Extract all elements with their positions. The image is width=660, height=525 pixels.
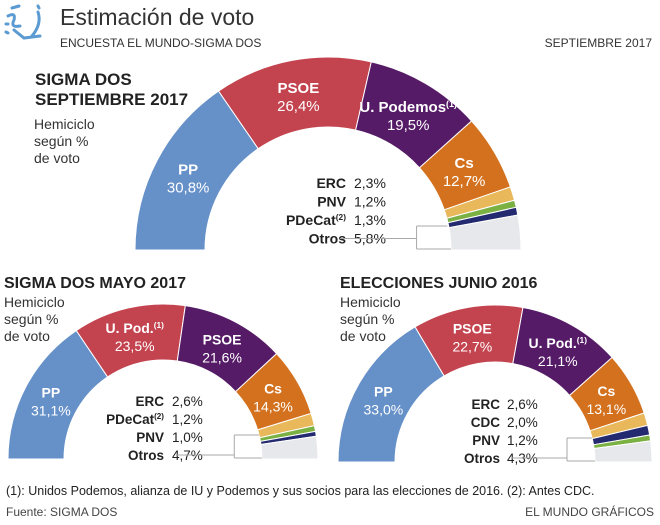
- chart-3-subtitle-line-3: de voto: [340, 328, 386, 344]
- chart-2-subtitle-line-3: de voto: [4, 328, 50, 344]
- legend-connector: [340, 225, 451, 250]
- page-date: SEPTIEMBRE 2017: [544, 36, 652, 50]
- page-title: Estimación de voto: [60, 4, 255, 30]
- slice-value-psoe: 22,7%: [452, 339, 492, 355]
- chart-1-subtitle: Hemiciclo según % de voto: [34, 116, 95, 167]
- slice-label-pp: PP: [178, 162, 198, 179]
- legend-label-erc: ERC: [135, 394, 164, 409]
- slice-value-psoe: 26,4%: [277, 98, 320, 115]
- legend-label-otros: Otros: [309, 231, 347, 247]
- legend-value-pnv: 1,2%: [354, 194, 386, 210]
- legend-label-erc: ERC: [471, 397, 500, 412]
- hemicycle-slice-otros: [593, 440, 653, 463]
- legend-label-pnv: PNV: [136, 430, 164, 445]
- legend-value-pnv: 1,0%: [172, 430, 203, 445]
- chart-1-subtitle-line-1: Hemiciclo: [34, 116, 95, 132]
- chart-1-title-line-2: SEPTIEMBRE 2017: [35, 90, 189, 109]
- slice-value-pp: 33,0%: [364, 401, 404, 417]
- source-credit: Fuente: SIGMA DOS: [6, 505, 118, 519]
- legend-label-pdecat: PDeCat(2): [106, 412, 164, 427]
- slice-label-psoe: PSOE: [453, 321, 492, 337]
- slice-value-pp: 31,1%: [31, 402, 71, 418]
- slice-value-cs: 12,7%: [443, 173, 486, 190]
- slice-label-pp: PP: [374, 383, 393, 399]
- slice-label-u-pod: U. Pod.(1): [105, 320, 164, 336]
- el-mundo-logo-icon: [4, 4, 42, 40]
- legend-label-pnv: PNV: [472, 433, 500, 448]
- legend-value-erc: 2,6%: [172, 394, 203, 409]
- legend-connector: [512, 437, 595, 462]
- chart-1-subtitle-line-2: según %: [34, 133, 89, 149]
- chart-3-subtitle-line-2: según %: [340, 311, 395, 327]
- slice-label-cs: Cs: [597, 383, 615, 399]
- slice-value-cs: 14,3%: [253, 399, 293, 415]
- legend-label-erc: ERC: [316, 175, 346, 191]
- slice-value-u-podemos: 19,5%: [387, 117, 430, 134]
- chart-1-subtitle-line-3: de voto: [34, 150, 80, 166]
- graphics-credit: EL MUNDO GRÁFICOS: [525, 505, 654, 519]
- hemicycle-slice-otros: [448, 214, 522, 251]
- legend-value-cdc: 2,0%: [507, 415, 538, 430]
- chart-1-title-line-1: SIGMA DOS: [35, 70, 132, 89]
- legend-value-erc: 2,3%: [354, 175, 386, 191]
- legend-value-pnv: 1,2%: [507, 433, 538, 448]
- slice-value-psoe: 21,6%: [202, 350, 242, 366]
- hemicycle-slice-otros: [260, 435, 319, 460]
- legend-label-otros: Otros: [464, 451, 500, 466]
- chart-3-title: ELECCIONES JUNIO 2016: [340, 275, 538, 292]
- chart-2-subtitle-line-1: Hemiciclo: [4, 294, 65, 310]
- legend-label-pdecat: PDeCat(2): [286, 212, 346, 228]
- legend-label-otros: Otros: [128, 448, 164, 463]
- chart-1-title: SIGMA DOS SEPTIEMBRE 2017: [35, 70, 188, 110]
- slice-label-psoe: PSOE: [203, 332, 242, 348]
- slice-label-pp: PP: [42, 384, 61, 400]
- page-subtitle: ENCUESTA EL MUNDO-SIGMA DOS: [60, 36, 262, 50]
- legend-value-pdecat: 1,3%: [354, 212, 386, 228]
- legend-value-erc: 2,6%: [507, 397, 538, 412]
- slice-value-pp: 30,8%: [167, 180, 210, 197]
- slice-label-u-pod: U. Pod.(1): [529, 335, 588, 351]
- legend-label-pnv: PNV: [317, 194, 346, 210]
- legend-value-pdecat: 1,2%: [172, 412, 203, 427]
- slice-value-cs: 13,1%: [586, 401, 626, 417]
- slice-label-u-podemos: U. Podemos(1): [359, 99, 457, 116]
- legend-label-cdc: CDC: [471, 415, 500, 430]
- slice-label-cs: Cs: [264, 381, 282, 397]
- legend-connector: [176, 434, 262, 459]
- slice-value-u-pod: 23,5%: [115, 338, 155, 354]
- slice-value-u-pod: 21,1%: [538, 353, 578, 369]
- slice-label-psoe: PSOE: [278, 80, 320, 97]
- slice-label-cs: Cs: [455, 155, 474, 172]
- chart-3-subtitle: Hemiciclo según % de voto: [340, 294, 401, 345]
- chart-2-title: SIGMA DOS MAYO 2017: [4, 275, 186, 292]
- chart-2-subtitle: Hemiciclo según % de voto: [4, 294, 65, 345]
- chart-3-subtitle-line-1: Hemiciclo: [340, 294, 401, 310]
- chart-2-subtitle-line-2: según %: [4, 311, 59, 327]
- footnote: (1): Unidos Podemos, alianza de IU y Pod…: [6, 484, 595, 498]
